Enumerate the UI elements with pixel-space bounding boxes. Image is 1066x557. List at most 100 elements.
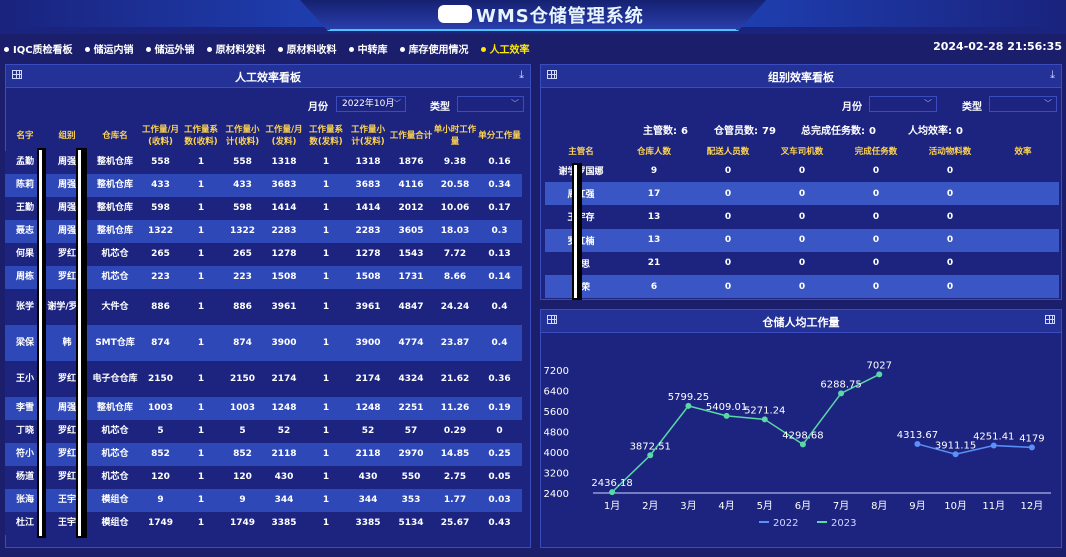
nav-item-6[interactable]: 库存使用情况 <box>399 41 469 56</box>
nav-item-1[interactable]: 储运内销 <box>84 41 134 56</box>
group-month-filter-label: 月份 <box>842 102 862 113</box>
nav-item-3[interactable]: 原材料发料 <box>206 41 266 56</box>
group-month-select[interactable]: ﹀ <box>869 96 937 112</box>
nav-item-4[interactable]: 原材料收料 <box>277 41 337 56</box>
table-cell: 9 <box>141 489 180 512</box>
table-row[interactable]: 王宇存130000 <box>545 205 1059 229</box>
table-cell <box>987 159 1059 183</box>
table-cell: 265 <box>222 243 263 266</box>
table-cell: 0.29 <box>433 420 477 443</box>
x-tick-label: 7月 <box>833 500 849 512</box>
table-cell: 20.58 <box>433 174 477 197</box>
stat-label: 人均效率: <box>908 126 952 137</box>
table-row[interactable]: 周栋 罗红 机芯仓 223 1 223 1508 1 1508 1731 8.66 0.14 <box>5 266 522 289</box>
table-grid-icon[interactable] <box>547 315 557 324</box>
table-cell: 何果 <box>5 243 45 266</box>
table-cell: 1 <box>305 151 347 174</box>
nav-item-5[interactable]: 中转库 <box>348 41 388 56</box>
table-cell: 1 <box>180 243 222 266</box>
table-cell: 1 <box>305 361 347 397</box>
table-cell: 1731 <box>389 266 433 289</box>
table-cell: 120 <box>222 466 263 489</box>
table-cell: 0 <box>913 205 987 229</box>
table-row[interactable]: 陈莉 周强 整机仓库 433 1 433 3683 1 3683 4116 20.58 0.34 <box>5 174 522 197</box>
labor-efficiency-panel-title: 人工效率看板 <box>235 71 301 84</box>
table-cell: 344 <box>263 489 305 512</box>
table-grid-icon[interactable] <box>547 70 557 79</box>
table-cell: 电子仓仓库 <box>89 361 141 397</box>
table-cell: 0 <box>839 274 913 299</box>
table-cell: 1 <box>180 443 222 466</box>
data-point <box>685 402 692 409</box>
table-row[interactable]: 邹荣60000 <box>545 274 1059 299</box>
type-filter-label: 类型 <box>430 102 450 113</box>
table-row[interactable]: 杨道 罗红 机芯仓 120 1 120 430 1 430 550 2.75 0.05 <box>5 466 522 489</box>
table-grid-icon[interactable] <box>1045 315 1055 324</box>
group-type-select[interactable]: ﹀ <box>989 96 1057 112</box>
table-cell: 550 <box>389 466 433 489</box>
table-row[interactable]: 符小 罗红 机芯仓 852 1 852 2118 1 2118 2970 14.85 0.25 <box>5 443 522 466</box>
table-cell: 353 <box>389 489 433 512</box>
download-icon[interactable]: ⤓ <box>519 68 524 81</box>
table-cell: 2174 <box>263 361 305 397</box>
data-label: 5409.01 <box>706 402 747 413</box>
table-cell: 3900 <box>347 325 389 361</box>
nav-item-2[interactable]: 储运外销 <box>145 41 195 56</box>
redaction-bar-highlight <box>78 150 81 536</box>
type-select[interactable]: ﹀ <box>457 96 524 112</box>
x-tick-label: 12月 <box>1021 500 1044 512</box>
nav-item-0[interactable]: IQC质检看板 <box>4 41 73 56</box>
title-underline <box>330 29 736 30</box>
labor-efficiency-table: 名字 组别 仓库名 工作量/月(收料) 工作量系数(收料) 工作量小计(收料) 工作量/月(… <box>5 121 522 535</box>
table-cell: 0 <box>913 228 987 252</box>
storage-workload-panel-title: 仓储人均工作量 <box>762 316 840 329</box>
table-row[interactable]: 周红强170000 <box>545 182 1059 206</box>
table-cell: 4324 <box>389 361 433 397</box>
download-icon[interactable]: ⤓ <box>1050 68 1055 81</box>
stat-value: 6 <box>681 126 688 137</box>
table-cell: 1749 <box>222 512 263 535</box>
header-left-wing <box>0 0 330 27</box>
table-row[interactable]: 王小 罗红 电子仓仓库 2150 1 2150 2174 1 2174 4324 21.62 0.36 <box>5 361 522 397</box>
labor-table-header: 名字 组别 仓库名 工作量/月(收料) 工作量系数(收料) 工作量小计(收料) 工作量/月(… <box>5 121 522 151</box>
month-select[interactable]: 2022年10月 ﹀ <box>336 96 406 112</box>
table-row[interactable]: 何果 罗红 机芯仓 265 1 265 1278 1 1278 1543 7.72 0.13 <box>5 243 522 266</box>
top-nav: IQC质检看板 储运内销 储运外销 原材料发料 原材料收料 中转库 库存使用情况 人工效率 <box>4 40 542 56</box>
table-cell: 机芯仓 <box>89 443 141 466</box>
data-point <box>914 440 921 447</box>
table-cell: 10.06 <box>433 197 477 220</box>
table-cell: 433 <box>222 174 263 197</box>
table-cell: 9.38 <box>433 151 477 174</box>
table-cell: 9 <box>617 159 691 183</box>
month-select-value: 2022年10月 <box>342 99 395 109</box>
chevron-down-icon: ﹀ <box>1044 99 1052 108</box>
table-cell: 1 <box>180 174 222 197</box>
table-row[interactable]: 张海 王宇 模组仓 9 1 9 344 1 344 353 1.77 0.03 <box>5 489 522 512</box>
table-row[interactable]: 罗红楠130000 <box>545 228 1059 252</box>
table-cell: 120 <box>141 466 180 489</box>
y-tick-label: 2400 <box>544 489 569 500</box>
nav-item-label: 中转库 <box>357 44 388 56</box>
group-efficiency-panel-title: 组别效率看板 <box>768 71 834 84</box>
table-row[interactable]: 聂志 周强 整机仓库 1322 1 1322 2283 1 2283 3605 18.03 0.3 <box>5 220 522 243</box>
table-cell: 17 <box>617 182 691 206</box>
legend-label: 2023 <box>831 518 856 529</box>
table-cell: 23.87 <box>433 325 477 361</box>
table-row[interactable]: 刘思210000 <box>545 251 1059 275</box>
table-cell: 223 <box>222 266 263 289</box>
stat-item: 仓管员数: 79 <box>714 122 776 137</box>
table-cell: 1 <box>180 489 222 512</box>
table-cell: 5 <box>141 420 180 443</box>
table-cell: 机芯仓 <box>89 243 141 266</box>
table-cell: 0 <box>691 205 765 229</box>
table-cell: 1248 <box>263 397 305 420</box>
nav-item-7[interactable]: 人工效率 <box>480 41 530 56</box>
table-row[interactable]: 谢学罗国娜90000 <box>545 159 1059 183</box>
data-label: 5799.25 <box>668 392 709 403</box>
table-cell: 2118 <box>263 443 305 466</box>
table-grid-icon[interactable] <box>12 70 22 79</box>
bullet-icon <box>84 47 90 52</box>
table-row[interactable]: 丁晓 罗红 机芯仓 5 1 5 52 1 52 57 0.29 0 <box>5 420 522 443</box>
table-row[interactable]: 李雪 周强 整机仓库 1003 1 1003 1248 1 1248 2251 11.26 0.19 <box>5 397 522 420</box>
table-cell: 6 <box>617 274 691 299</box>
